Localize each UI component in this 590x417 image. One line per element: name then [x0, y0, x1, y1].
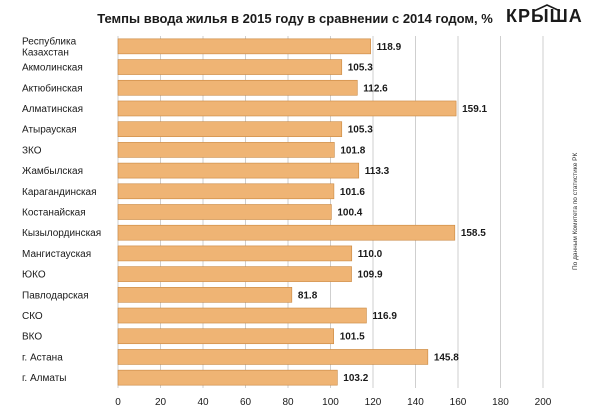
bar [117, 59, 343, 75]
x-tick-label: 180 [492, 397, 509, 408]
category-label: Алматинская [22, 104, 83, 115]
bar [117, 204, 332, 220]
data-label: 113.3 [365, 166, 390, 177]
category-label: ЗКО [22, 145, 42, 156]
data-label: 81.8 [298, 290, 318, 301]
data-label: 101.6 [340, 187, 365, 198]
category-label: ЮКО [22, 270, 46, 281]
x-tick-label: 200 [535, 397, 552, 408]
x-tick-label: 40 [197, 397, 209, 408]
category-label: ВКО [22, 332, 42, 343]
x-tick-label: 60 [240, 397, 252, 408]
data-label: 103.2 [343, 373, 368, 384]
data-label: 159.1 [462, 104, 487, 115]
category-label: Акмолинская [22, 63, 83, 74]
x-tick-label: 0 [115, 397, 121, 408]
bar [117, 79, 358, 96]
data-label: 101.8 [340, 145, 365, 156]
x-tick-label: 120 [365, 397, 382, 408]
data-label: 100.4 [337, 208, 362, 219]
x-tick-label: 100 [322, 397, 339, 408]
bar [117, 224, 456, 241]
category-label: Кызылординская [22, 228, 101, 239]
data-label: 112.6 [363, 83, 388, 94]
category-label: г. Алматы [22, 373, 66, 384]
category-label: Костанайская [22, 208, 86, 219]
data-label: 158.5 [461, 228, 486, 239]
bar [117, 349, 429, 365]
data-label: 109.9 [358, 270, 383, 281]
x-tick-label: 80 [282, 397, 294, 408]
data-label: 145.8 [434, 352, 459, 363]
data-label: 105.3 [348, 125, 373, 136]
bar [117, 183, 335, 200]
source-note: По данным Комитета по статистике РК [572, 152, 579, 270]
category-label: Атырауская [22, 125, 77, 136]
bar [117, 121, 343, 137]
bar [117, 162, 360, 179]
category-label: Мангистауская [22, 249, 91, 260]
category-label: СКО [22, 311, 43, 322]
x-tick-label: 20 [155, 397, 167, 408]
krysha-logo: КРЫША [506, 6, 583, 26]
category-label: Республика Казахстан [22, 35, 77, 58]
bar [117, 100, 457, 117]
bar [117, 328, 334, 345]
bar [117, 38, 371, 55]
data-label: 110.0 [358, 249, 383, 260]
logo-roof-icon [533, 4, 561, 12]
x-tick-label: 160 [450, 397, 467, 408]
bar [117, 307, 367, 324]
bar [117, 369, 338, 386]
category-label: Актюбинская [22, 82, 83, 94]
category-label: Жамбылская [22, 165, 83, 177]
data-label: 101.5 [340, 332, 365, 343]
bar [117, 142, 335, 158]
data-label: 118.9 [377, 42, 402, 53]
bar [117, 287, 293, 303]
chart-title: Темпы ввода жилья в 2015 году в сравнени… [97, 11, 493, 26]
bar [117, 245, 353, 262]
category-label: Павлодарская [22, 290, 89, 301]
bar [117, 266, 352, 282]
x-tick-label: 140 [407, 397, 424, 408]
category-label: Карагандинская [22, 187, 97, 198]
data-label: 105.3 [348, 63, 373, 74]
data-label: 116.9 [372, 311, 397, 322]
category-label: г. Астана [22, 352, 63, 363]
